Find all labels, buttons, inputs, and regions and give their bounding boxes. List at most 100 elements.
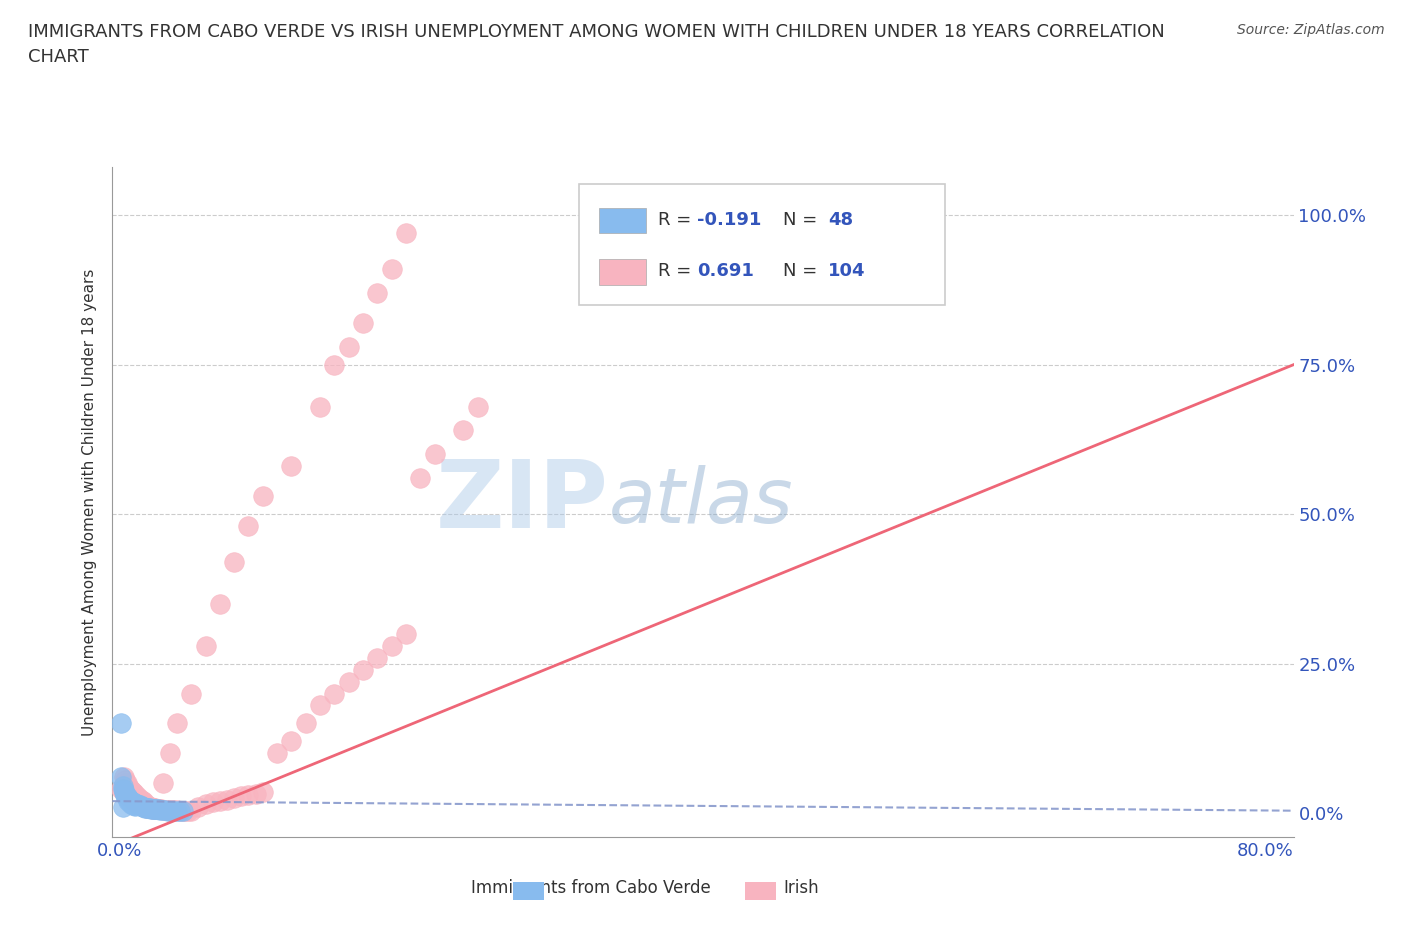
Point	[114, 787, 136, 802]
Point	[110, 782, 132, 797]
Point	[180, 804, 202, 818]
Point	[120, 783, 142, 798]
Point	[280, 458, 302, 473]
Text: CHART: CHART	[28, 48, 89, 66]
Point	[157, 804, 180, 818]
Point	[121, 797, 143, 812]
Point	[163, 804, 186, 818]
Point	[166, 803, 188, 817]
Text: -0.191: -0.191	[697, 210, 762, 229]
Point	[166, 716, 188, 731]
Point	[352, 315, 374, 330]
Point	[117, 789, 139, 804]
Point	[366, 286, 388, 300]
Point	[155, 803, 177, 817]
Point	[163, 803, 186, 817]
Text: N =: N =	[783, 262, 824, 280]
Point	[143, 801, 166, 816]
Point	[129, 799, 152, 814]
Point	[323, 357, 346, 372]
Point	[121, 795, 143, 810]
Point	[352, 662, 374, 677]
Point	[146, 802, 169, 817]
Point	[124, 796, 146, 811]
Text: 48: 48	[828, 210, 853, 229]
Point	[115, 788, 138, 803]
Point	[115, 790, 138, 805]
Point	[139, 802, 162, 817]
Point	[132, 799, 155, 814]
Point	[111, 800, 134, 815]
Point	[129, 798, 152, 813]
Point	[124, 788, 146, 803]
Point	[208, 793, 231, 808]
Point	[409, 471, 432, 485]
Point	[451, 423, 474, 438]
Point	[145, 802, 167, 817]
Point	[117, 793, 139, 808]
Point	[132, 795, 155, 810]
Text: R =: R =	[658, 210, 697, 229]
Point	[238, 788, 260, 803]
Point	[127, 790, 149, 805]
Point	[423, 447, 446, 462]
Point	[138, 801, 160, 816]
Point	[142, 802, 165, 817]
Y-axis label: Unemployment Among Women with Children Under 18 years: Unemployment Among Women with Children U…	[82, 269, 97, 736]
Point	[224, 790, 246, 805]
Point	[135, 797, 157, 812]
Point	[381, 261, 404, 276]
Point	[127, 797, 149, 812]
Text: atlas: atlas	[609, 465, 793, 539]
Point	[215, 792, 238, 807]
Point	[122, 793, 145, 808]
Point	[111, 778, 134, 793]
Point	[145, 801, 167, 816]
Point	[152, 803, 174, 817]
Text: Irish: Irish	[783, 879, 820, 897]
Point	[139, 801, 162, 816]
Point	[135, 800, 157, 815]
Point	[148, 802, 170, 817]
Text: 0.691: 0.691	[697, 262, 754, 280]
Point	[139, 800, 162, 815]
Point	[149, 802, 172, 817]
Point	[114, 787, 136, 802]
Point	[110, 770, 132, 785]
Point	[112, 783, 135, 798]
Point	[112, 770, 135, 785]
Point	[160, 803, 183, 817]
Point	[145, 802, 167, 817]
Point	[118, 790, 141, 805]
Point	[117, 778, 139, 793]
Point	[111, 783, 134, 798]
Point	[309, 399, 332, 414]
Point	[252, 785, 274, 800]
Point	[395, 626, 418, 641]
Point	[169, 804, 191, 818]
Point	[124, 795, 146, 810]
Point	[132, 800, 155, 815]
Point	[194, 797, 217, 812]
Text: Source: ZipAtlas.com: Source: ZipAtlas.com	[1237, 23, 1385, 37]
Point	[172, 804, 194, 818]
Point	[127, 797, 149, 812]
Point	[143, 802, 166, 817]
FancyBboxPatch shape	[599, 207, 647, 233]
Point	[118, 782, 141, 797]
Point	[208, 596, 231, 611]
Point	[122, 795, 145, 810]
Point	[381, 638, 404, 653]
Text: 104: 104	[828, 262, 866, 280]
Point	[114, 788, 136, 803]
Point	[309, 698, 332, 713]
Point	[122, 798, 145, 813]
Text: IMMIGRANTS FROM CABO VERDE VS IRISH UNEMPLOYMENT AMONG WOMEN WITH CHILDREN UNDER: IMMIGRANTS FROM CABO VERDE VS IRISH UNEM…	[28, 23, 1164, 41]
Point	[148, 802, 170, 817]
Point	[149, 803, 172, 817]
Point	[266, 746, 288, 761]
Point	[150, 802, 173, 817]
Point	[131, 799, 153, 814]
Point	[467, 399, 489, 414]
Point	[128, 798, 150, 813]
